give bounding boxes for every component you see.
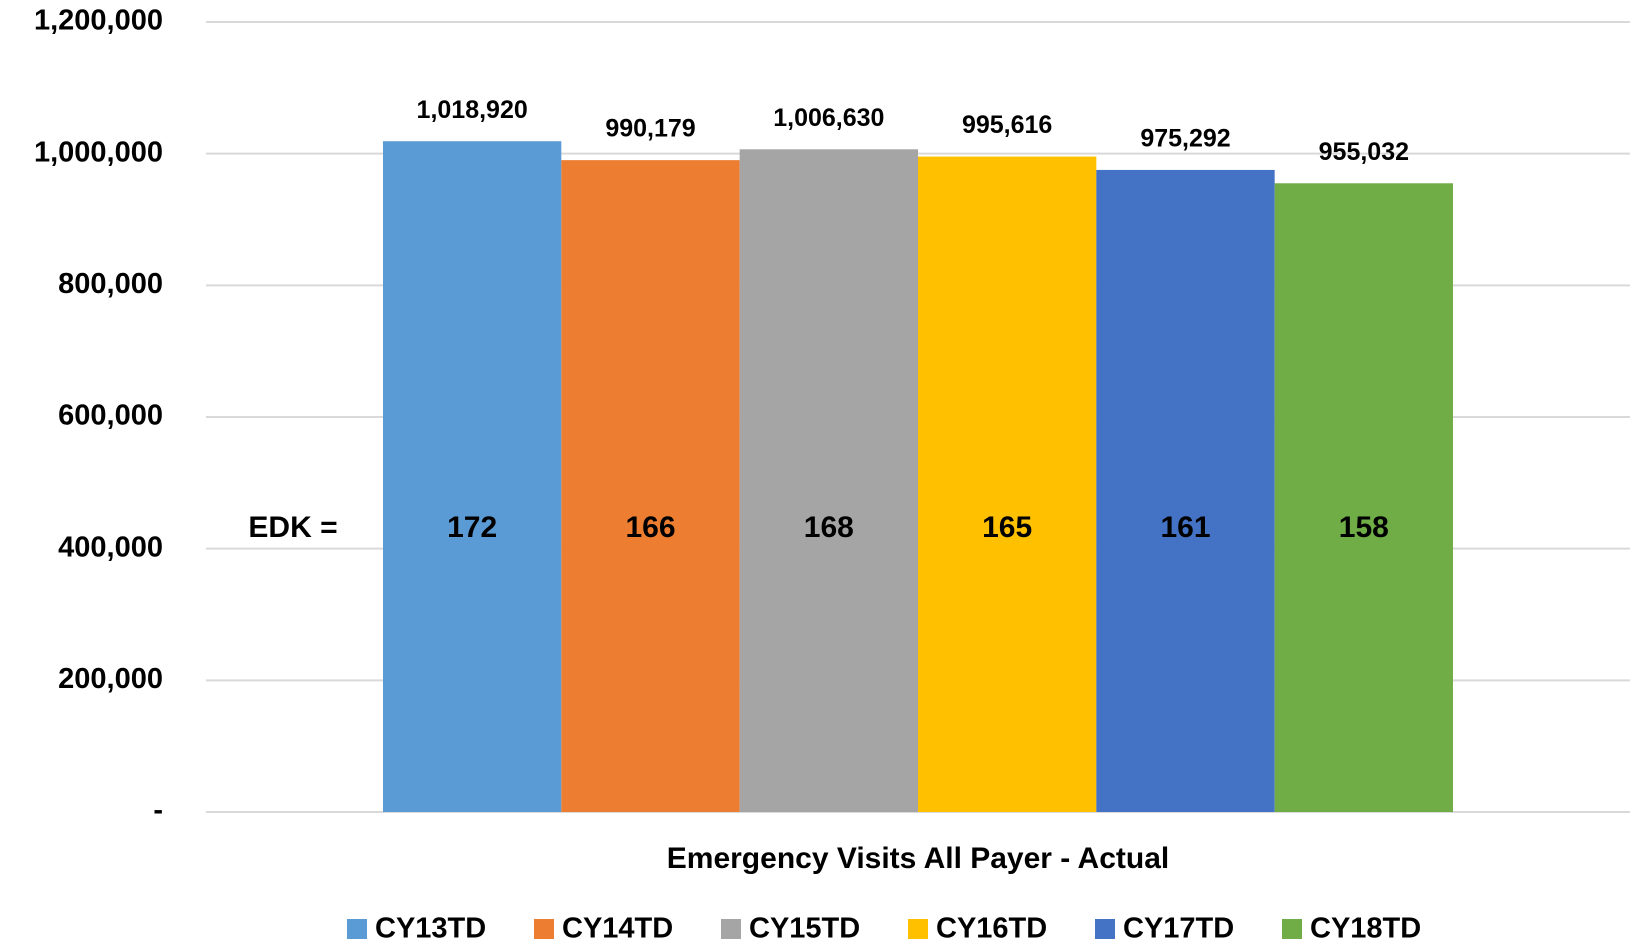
edk-label: 172 (447, 511, 497, 544)
legend-label: CY14TD (562, 913, 673, 945)
legend-swatch (347, 919, 367, 939)
value-label: 990,179 (605, 115, 695, 143)
edk-label: 166 (625, 511, 675, 544)
legend-swatch (1282, 919, 1302, 939)
bar (1096, 169, 1275, 813)
bar (1274, 183, 1453, 812)
legend-label: CY16TD (936, 913, 1047, 945)
y-tick-label: - (153, 795, 163, 827)
value-label: 1,006,630 (773, 104, 884, 132)
annotation: EDK = (248, 511, 337, 544)
legend-label: CY13TD (375, 913, 486, 945)
value-label: 995,616 (962, 111, 1052, 139)
y-tick-label: 200,000 (58, 663, 163, 695)
bar (918, 156, 1097, 812)
bar (561, 160, 740, 813)
y-tick-label: 800,000 (58, 268, 163, 300)
legend-swatch (721, 919, 741, 939)
edk-label: 161 (1160, 511, 1210, 544)
legend-label: CY15TD (749, 913, 860, 945)
value-label: 1,018,920 (417, 96, 528, 124)
bar (383, 141, 562, 812)
legend-label: CY17TD (1123, 913, 1234, 945)
edk-label: 165 (982, 511, 1032, 544)
x-axis-title: Emergency Visits All Payer - Actual (667, 842, 1169, 875)
y-tick-label: 600,000 (58, 400, 163, 432)
y-tick-label: 1,000,000 (34, 136, 163, 168)
legend-swatch (1095, 919, 1115, 939)
legend-swatch (908, 919, 928, 939)
y-tick-label: 1,200,000 (34, 5, 163, 37)
edk-label: 158 (1339, 511, 1389, 544)
bar (739, 149, 918, 813)
edk-label: 168 (804, 511, 854, 544)
value-label: 975,292 (1140, 125, 1230, 153)
legend-label: CY18TD (1310, 913, 1421, 945)
value-label: 955,032 (1319, 138, 1409, 166)
y-tick-label: 400,000 (58, 531, 163, 563)
legend-swatch (534, 919, 554, 939)
